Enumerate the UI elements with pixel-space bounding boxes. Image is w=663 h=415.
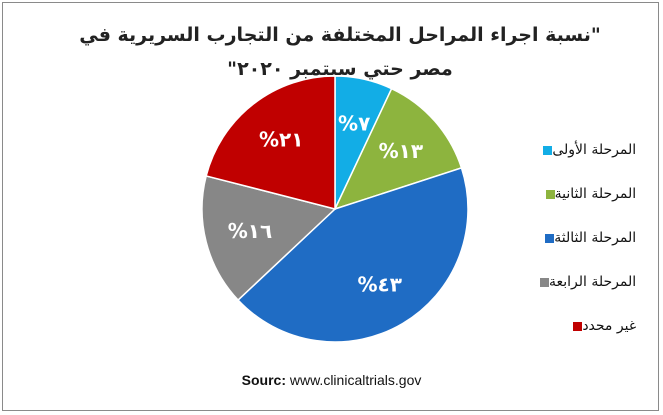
legend-swatch bbox=[545, 189, 555, 199]
legend-label: المرحلة الثانية bbox=[554, 186, 637, 202]
pie-label-1: %٧ bbox=[338, 111, 370, 135]
legend-label: غير محدد bbox=[582, 318, 637, 334]
source-label: Sourc: bbox=[241, 372, 286, 388]
pie-labels: %٧ %١٣ %٤٣ %١٦ %٢١ bbox=[228, 111, 423, 296]
legend-item-3: المرحلة الثالثة bbox=[532, 228, 636, 248]
pie-slice-2 bbox=[333, 87, 463, 211]
legend-label: المرحلة الأولى bbox=[552, 142, 637, 158]
pie-label-5: %٢١ bbox=[259, 128, 303, 152]
legend-swatch bbox=[543, 145, 553, 155]
legend-label: المرحلة الرابعة bbox=[549, 274, 637, 290]
legend-item-1: المرحلة الأولى bbox=[532, 140, 636, 160]
legend-label: المرحلة الثالثة bbox=[554, 230, 637, 246]
pie-slices bbox=[201, 75, 469, 343]
source-url: www.clinicaltrials.gov bbox=[289, 372, 422, 388]
legend-item-2: المرحلة الثانية bbox=[532, 184, 636, 204]
pie-label-2: %١٣ bbox=[379, 139, 423, 163]
source-line: Sourc: www.clinicaltrials.gov bbox=[0, 372, 663, 388]
legend-swatch bbox=[573, 321, 583, 331]
pie-label-3: %٤٣ bbox=[357, 273, 401, 297]
pie-label-4: %١٦ bbox=[228, 219, 272, 243]
chart-title: "نسبة اجراء المراحل المختلفة من التجارب … bbox=[79, 24, 601, 80]
legend: المرحلة الأولى المرحلة الثانية المرحلة الث… bbox=[532, 140, 636, 360]
legend-item-5: غير محدد bbox=[532, 316, 636, 336]
legend-item-4: المرحلة الرابعة bbox=[532, 272, 636, 292]
pie-slice-3 bbox=[236, 166, 469, 343]
pie-slice-5 bbox=[205, 75, 336, 210]
legend-swatch bbox=[540, 277, 549, 287]
pie-slice-4 bbox=[201, 175, 337, 302]
legend-swatch bbox=[545, 233, 555, 243]
